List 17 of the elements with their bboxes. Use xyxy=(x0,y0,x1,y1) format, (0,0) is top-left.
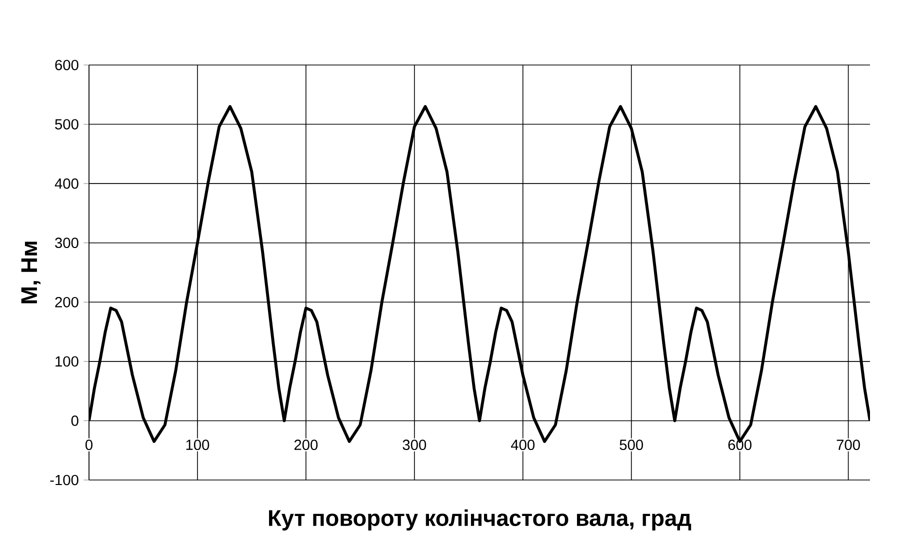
y-tick-label: -100 xyxy=(50,474,78,486)
y-tick-label: 300 xyxy=(55,238,78,248)
x-tick-label: 200 xyxy=(294,440,318,450)
x-tick-label: 100 xyxy=(186,440,210,450)
y-tick-label: 100 xyxy=(56,356,78,367)
x-tick-label: 700 xyxy=(836,440,860,450)
x-tick-label: 400 xyxy=(510,440,535,450)
y-tick-label: 0 xyxy=(71,416,78,426)
x-tick-label: 0 xyxy=(85,440,92,450)
y-tick-label: 500 xyxy=(55,119,78,130)
x-tick-label: 500 xyxy=(620,440,644,450)
y-tick-label: 600 xyxy=(55,60,78,70)
y-tick-label: 200 xyxy=(55,296,78,308)
y-axis-title: М, Нм xyxy=(21,242,40,304)
x-tick-label: 300 xyxy=(402,440,426,450)
y-tick-label: 400 xyxy=(54,178,78,189)
x-axis-title: Кут повороту колінчастого вала, град xyxy=(269,509,692,531)
